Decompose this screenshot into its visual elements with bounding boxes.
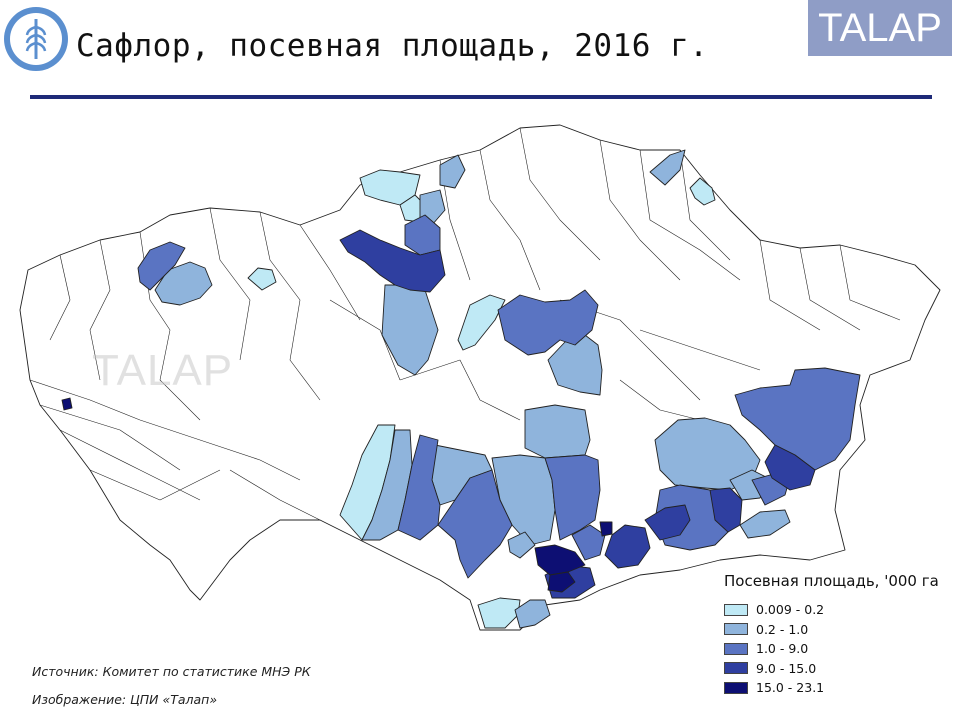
- region-class4-c: [709, 487, 743, 533]
- region-class3-g: [544, 454, 601, 541]
- talap-brand-badge: TALAP: [808, 0, 952, 56]
- legend-item: 9.0 - 15.0: [724, 659, 954, 679]
- region-class2-c: [649, 149, 686, 186]
- region-class5-b: [547, 571, 576, 593]
- legend-label: 1.0 - 9.0: [756, 641, 809, 657]
- region-class2-g: [524, 404, 591, 459]
- kazakhstan-choropleth-map: [19, 124, 941, 631]
- region-class3-f: [437, 469, 513, 579]
- legend-swatch: [724, 642, 748, 655]
- legend-swatch: [724, 681, 748, 694]
- district-lines: [29, 127, 901, 521]
- legend-title: Посевная площадь, '000 га: [724, 572, 939, 590]
- legend-label: 9.0 - 15.0: [756, 660, 817, 676]
- region-class2-l: [507, 531, 536, 559]
- region-class4-d: [604, 524, 651, 569]
- region-class2-a: [439, 154, 466, 189]
- image-credit: Изображение: ЦПИ «Талап»: [32, 692, 218, 707]
- region-class3-c: [497, 289, 599, 356]
- fao-logo: [4, 7, 68, 71]
- legend-label: 15.0 - 23.1: [756, 680, 825, 696]
- region-class2-d: [154, 261, 213, 306]
- region-class2-i: [361, 429, 413, 541]
- legend-swatch: [724, 623, 748, 636]
- region-class5-a: [534, 544, 586, 576]
- region-class4-a: [339, 229, 446, 293]
- legend-item: 15.0 - 23.1: [724, 678, 954, 698]
- region-class4-b: [764, 444, 816, 491]
- map-title: Сафлор, посевная площадь, 2016 г.: [76, 28, 709, 64]
- legend-item: 0.009 - 0.2: [724, 600, 954, 620]
- legend-label: 0.2 - 1.0: [756, 621, 809, 637]
- region-class1-c: [247, 267, 277, 291]
- legend-swatch: [724, 603, 748, 616]
- region-class3-d: [734, 367, 861, 471]
- region-class5-d: [61, 397, 73, 411]
- region-class2-n: [739, 509, 791, 539]
- legend-item: 0.2 - 1.0: [724, 620, 954, 640]
- legend-item: 1.0 - 9.0: [724, 639, 954, 659]
- region-class3-e: [397, 434, 441, 541]
- title-divider: [30, 95, 932, 99]
- region-class2-m: [514, 599, 551, 629]
- region-class3-a: [137, 241, 186, 291]
- region-class2-h: [654, 417, 761, 491]
- legend-label: 0.009 - 0.2: [756, 602, 825, 618]
- region-class3-j: [571, 524, 606, 561]
- region-class1-e: [689, 177, 716, 206]
- map-legend: Посевная площадь, '000 га 0.009 - 0.2 0.…: [724, 572, 954, 698]
- map-watermark: TALAP: [92, 346, 234, 395]
- legend-swatch: [724, 662, 748, 675]
- source-credit: Источник: Комитет по статистике МНЭ РК: [32, 664, 311, 679]
- region-class4-e: [644, 504, 691, 541]
- region-class5-c: [599, 521, 613, 537]
